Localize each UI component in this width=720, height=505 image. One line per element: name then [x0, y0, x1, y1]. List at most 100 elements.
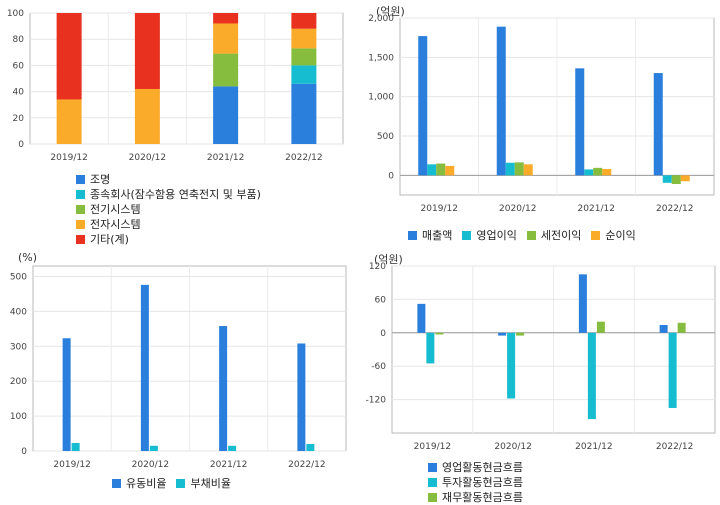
segment-ytick-label: 20 [13, 114, 25, 124]
cashflow-ytick-label: -120 [366, 396, 387, 406]
ratio-bar-blue [62, 338, 71, 451]
segment-bar-orange [134, 88, 160, 144]
cashflow-ytick-label: 0 [380, 329, 386, 339]
cashflow-bar-green [516, 332, 525, 336]
income-legend-swatch [408, 231, 417, 240]
segment-bar-red [213, 13, 239, 24]
income-bar-orange [680, 175, 690, 182]
income-legend: 매출액 영업이익 세전이익 순이익 [408, 228, 646, 243]
income-chart-panel: (억원) 0 500 1,000 1,500 2,000 2019/12 2020/12 20… [360, 0, 720, 248]
income-bar-cyan [505, 162, 515, 176]
segment-legend-item: 종속회사(잠수함용 연축전지 및 부품) [76, 187, 261, 202]
ratio-xtick-label: 2020/12 [132, 460, 169, 470]
cashflow-bar-cyan [507, 332, 516, 399]
cashflow-xtick-label: 2019/12 [414, 442, 451, 452]
cashflow-legend-item: 투자활동현금흐름 [428, 475, 708, 490]
segment-legend-swatch [76, 190, 85, 199]
segment-legend-label: 전기시스템 [90, 203, 141, 216]
ratio-ytick-label: 300 [10, 342, 27, 352]
ratio-bar-blue [219, 326, 228, 451]
segment-legend-item: 조명 [76, 172, 261, 187]
segment-bar-red [56, 13, 82, 100]
income-bar-orange [445, 165, 455, 176]
cashflow-legend-label: 영업활동현금흐름 [442, 461, 523, 474]
income-legend-label: 영업이익 [476, 229, 517, 242]
income-legend-swatch [526, 231, 536, 240]
ratio-xtick-label: 2021/12 [210, 460, 247, 470]
cashflow-legend-item: 영업활동현금흐름 [428, 460, 708, 475]
ratio-unit-label: (%) [18, 251, 38, 264]
segment-ytick-label: 0 [18, 140, 24, 150]
ratio-ytick-label: 200 [10, 377, 27, 387]
segment-xtick-label: 2022/12 [285, 153, 322, 163]
income-ytick-label: 2,000 [368, 14, 394, 24]
income-legend-label: 매출액 [422, 229, 453, 242]
cashflow-ytick-label: -60 [371, 362, 386, 372]
segment-legend-swatch [76, 205, 85, 214]
ratio-legend-label: 부채비율 [190, 477, 231, 490]
income-ytick-label: 500 [377, 132, 394, 142]
segment-legend-label: 종속회사(잠수함용 연축전지 및 부품) [90, 188, 261, 201]
segment-xtick-label: 2021/12 [207, 153, 244, 163]
segment-ytick-label: 60 [13, 61, 25, 71]
segment-xtick-label: 2019/12 [50, 153, 87, 163]
ratio-legend-label: 유동비율 [126, 477, 167, 490]
segment-legend-label: 기타(계) [90, 233, 129, 246]
cashflow-xtick-label: 2021/12 [575, 442, 612, 452]
income-bar-blue [496, 26, 506, 176]
income-bar-green [593, 167, 603, 176]
cashflow-bar-green [435, 332, 444, 335]
cashflow-chart-panel: (억원) -120 -60 0 60 120 2019/12 2020/12 2021/12 2… [360, 248, 720, 504]
cashflow-chart: -120 -60 0 60 120 2019/12 2020/12 2021/12 2022/1… [366, 262, 716, 452]
income-bar-green [514, 162, 524, 176]
cashflow-legend-swatch [428, 493, 437, 502]
income-bar-cyan [662, 175, 672, 183]
cashflow-legend-item: 재무활동현금흐름 [428, 490, 708, 505]
segment-bar-orange [291, 28, 317, 49]
ratio-ytick-label: 400 [10, 307, 27, 317]
segment-legend: 조명 종속회사(잠수함용 연축전지 및 부품) 전기시스템 전자시스템 기타(계) [76, 172, 261, 247]
income-bar-cyan [584, 169, 594, 176]
income-ytick-label: 0 [388, 171, 394, 181]
segment-legend-swatch [76, 235, 85, 244]
segment-bar-green [291, 48, 317, 66]
cashflow-unit-label: (억원) [374, 253, 403, 266]
ratio-ytick-label: 100 [10, 412, 27, 422]
segment-bar-red [291, 13, 317, 29]
segment-bar-green [213, 53, 239, 87]
cashflow-bar-green [677, 322, 686, 333]
segment-bar-orange [213, 23, 239, 54]
ratio-legend-swatch [112, 479, 121, 488]
income-legend-item: 매출액 [408, 228, 452, 243]
ratio-bar-cyan [149, 445, 158, 451]
cashflow-bar-cyan [426, 332, 435, 364]
segment-ytick-label: 80 [13, 35, 25, 45]
income-xtick-label: 2019/12 [421, 204, 458, 214]
cashflow-ytick-label: 60 [375, 295, 387, 305]
cashflow-bar-blue [417, 303, 426, 333]
income-bar-green [436, 163, 446, 176]
segment-chart-panel: 0 20 40 60 80 100 2019/12 2020/12 2021/12 2022/12… [0, 0, 360, 248]
ratio-bar-blue [140, 284, 149, 451]
segment-bar-blue [213, 86, 239, 144]
income-legend-item: 영업이익 [462, 228, 517, 243]
ratio-xtick-label: 2019/12 [53, 460, 90, 470]
ratio-xtick-label: 2022/12 [288, 460, 325, 470]
cashflow-bar-blue [578, 274, 587, 333]
cashflow-legend-label: 투자활동현금흐름 [442, 476, 523, 489]
cashflow-bar-cyan [668, 332, 677, 408]
ratio-ytick-label: 500 [10, 272, 27, 282]
cashflow-bar-cyan [587, 332, 596, 420]
income-bar-green [671, 175, 681, 184]
cashflow-xtick-label: 2022/12 [656, 442, 693, 452]
ratio-legend-swatch [176, 479, 186, 488]
income-ytick-label: 1,500 [368, 53, 394, 63]
income-legend-swatch [591, 231, 601, 240]
ratio-chart: 0 100 200 300 400 500 2019/12 2020/12 2021/12 202… [10, 265, 347, 470]
cashflow-xtick-label: 2020/12 [494, 442, 531, 452]
income-xtick-label: 2022/12 [656, 204, 693, 214]
segment-legend-label: 조명 [90, 173, 111, 186]
income-legend-label: 순이익 [605, 229, 636, 242]
income-legend-item: 세전이익 [526, 228, 581, 243]
cashflow-legend-label: 재무활동현금흐름 [442, 491, 523, 504]
